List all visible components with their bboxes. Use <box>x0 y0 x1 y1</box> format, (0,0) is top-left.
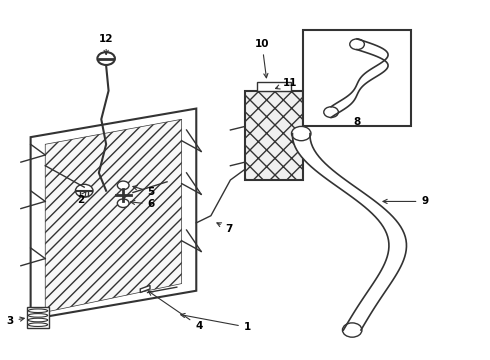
Circle shape <box>117 199 129 207</box>
Bar <box>303 30 411 126</box>
Text: 7: 7 <box>217 223 233 234</box>
Bar <box>257 82 291 91</box>
Polygon shape <box>140 285 150 293</box>
Circle shape <box>75 184 93 197</box>
Circle shape <box>98 52 115 65</box>
Bar <box>245 91 303 180</box>
Text: 4: 4 <box>148 291 202 331</box>
Text: 11: 11 <box>275 78 297 89</box>
Text: 1: 1 <box>181 314 251 332</box>
Text: 12: 12 <box>99 34 113 54</box>
Text: 10: 10 <box>255 39 270 78</box>
Text: 9: 9 <box>383 197 428 206</box>
Circle shape <box>292 126 311 141</box>
Text: 5: 5 <box>133 186 155 197</box>
Circle shape <box>343 323 362 337</box>
Text: 8: 8 <box>353 117 361 127</box>
Polygon shape <box>45 119 182 312</box>
Circle shape <box>117 181 129 190</box>
Bar <box>27 307 49 328</box>
Circle shape <box>324 107 339 117</box>
Circle shape <box>350 39 365 50</box>
Text: 2: 2 <box>77 192 86 204</box>
Text: 6: 6 <box>131 199 155 209</box>
Text: 3: 3 <box>6 316 24 326</box>
